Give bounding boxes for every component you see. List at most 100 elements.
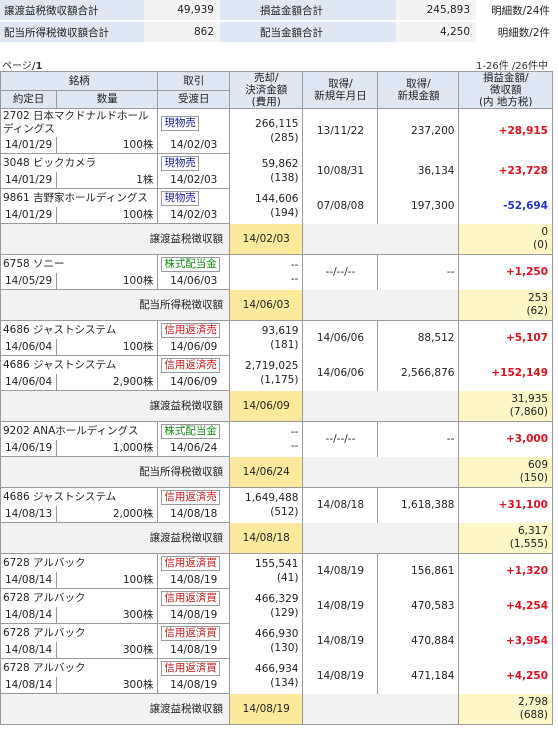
trade-row-detail: 14/08/13 2,000株 14/08/18 [0,506,553,523]
quantity: 100株 [56,137,159,154]
quantity: 1株 [56,172,159,189]
tax-local-amount: (7,860) [509,405,548,418]
tax-spacer [302,390,460,422]
quantity: 100株 [56,339,159,356]
acquired-date: 14/08/19 [302,588,379,624]
header-shutoku-amt: 取得/新規金額 [377,71,460,109]
contract-date: 14/08/14 [0,677,58,694]
trade-row-detail: 14/08/14 300株 14/08/19 [0,677,553,694]
trade-kind: 信用返済買 [161,556,220,571]
acquired-amount: -- [377,421,460,457]
acquired-date: 14/08/19 [302,658,379,694]
trade-row: 6728 アルバック 信用返済買 155,541 (41) 14/08/19 156,86… [0,553,553,589]
tax-label: 譲渡益税徴収額 [0,223,231,255]
pager-current-page: /1 [31,61,43,72]
tax-amount: 609 [527,458,548,471]
sale-amount: 466,930 [255,628,299,640]
sale-amount: 155,541 [255,558,299,571]
trade-kind-cell: 信用返済売 [157,320,231,339]
tax-spacer [302,456,460,488]
sale-fee: (129) [270,607,299,619]
sale-amount-cell: 59,862 (138) [229,153,304,189]
contract-date: 14/01/29 [0,172,58,189]
profit-loss: +3,000 [458,421,553,457]
trade-row-detail: 14/08/14 300株 14/08/19 [0,642,553,659]
sale-amount-cell: 93,619 (181) [229,320,304,356]
tax-spacer [302,693,460,725]
summary-table: 譲渡益税徴収額合計 49,939 損益金額合計 245,893 明細数/24件 … [0,0,554,44]
acquired-amount: 470,884 [377,623,460,659]
tax-date: 14/08/18 [229,522,304,554]
stock-name: 4686 ジャストシステム [0,320,159,339]
pager-range: 1-26件 /26件中 [476,61,548,72]
profit-loss: +1,250 [458,254,553,290]
tax-amount-cell: 2,798 (688) [458,693,553,725]
settlement-date: 14/08/18 [157,506,231,523]
tax-date: 14/08/19 [229,693,304,725]
trade-kind-cell: 信用返済買 [157,623,231,642]
trade-row: 4686 ジャストシステム 信用返済売 1,649,488 (512) 14/08/18… [0,487,553,523]
tax-amount: 0 [541,225,548,238]
sale-amount: 266,115 [255,118,299,131]
header-ukewatashi: 受渡日 [157,89,231,109]
sale-fee: (41) [276,572,299,585]
sale-amount-cell: -- -- [229,421,304,457]
sale-amount: 144,606 [255,193,299,205]
quantity: 100株 [56,572,159,589]
acquired-date: 13/11/22 [302,108,379,154]
tax-label: 譲渡益税徴収額 [0,693,231,725]
acquired-amount: 156,861 [377,553,460,589]
tax-amount: 2,798 [517,695,548,708]
contract-date: 14/05/29 [0,273,58,290]
tax-amount: 31,935 [511,392,548,405]
acquired-amount: 2,566,876 [377,355,460,391]
tax-local-amount: (688) [519,708,548,721]
sale-amount-cell: 144,606 (194) [229,188,304,224]
tax-spacer [302,223,460,255]
tax-amount-cell: 6,317 (1,555) [458,522,553,554]
trade-kind-cell: 現物売 [157,108,231,137]
contract-date: 14/08/14 [0,607,58,624]
sale-amount: 1,649,488 [245,492,299,505]
summary-count: 明細数/2件 [476,21,554,44]
stock-name: 6728 アルバック [0,623,159,642]
sale-amount: -- [290,259,299,272]
sale-fee: (194) [270,207,299,219]
trade-kind-cell: 信用返済買 [157,658,231,677]
acquired-amount: 470,583 [377,588,460,624]
trade-kind: 信用返済買 [161,626,220,641]
sale-amount: 466,329 [255,593,299,605]
settlement-date: 14/08/19 [157,572,231,589]
trade-kind-cell: 株式配当金 [157,421,231,440]
tax-row: 配当所得税徴収額 14/06/24 609 (150) [0,456,553,488]
sale-amount-cell: 266,115 (285) [229,108,304,154]
tax-spacer [302,522,460,554]
contract-date: 14/01/29 [0,207,58,224]
sale-amount-cell: 466,934 (134) [229,658,304,694]
header-shutoku-amt-2: 新規金額 [397,90,440,102]
contract-date: 14/08/14 [0,642,58,659]
summary-row: 譲渡益税徴収額合計 49,939 損益金額合計 245,893 明細数/24件 [0,0,554,22]
quantity: 100株 [56,207,159,224]
settlement-date: 14/06/09 [157,374,231,391]
tax-amount-cell: 609 (150) [458,456,553,488]
trade-kind-cell: 信用返済買 [157,588,231,607]
tax-spacer [302,289,460,321]
stock-name: 6728 アルバック [0,588,159,607]
trade-row: 9861 吉野家ホールディングス 現物売 144,606 (194) 07/08/08 1… [0,188,553,224]
trade-row: 6728 アルバック 信用返済買 466,934 (134) 14/08/19 471,1… [0,658,553,694]
tax-amount: 6,317 [517,524,548,537]
header-uri-3: (費用) [251,96,281,108]
header-shutoku-date-1: 取得/ [328,78,353,90]
trade-kind: 信用返済売 [161,490,220,505]
tax-local-amount: (62) [526,304,548,317]
profit-loss: +152,149 [458,355,553,391]
stock-name: 4686 ジャストシステム [0,487,159,506]
trade-row: 3048 ビックカメラ 現物売 59,862 (138) 10/08/31 36,134 +… [0,153,553,189]
dividend-row: 9202 ANAホールディングス 株式配当金 -- -- --/--/-- -- +3,00… [0,421,553,457]
sale-fee: (285) [270,132,299,145]
tax-label: 譲渡益税徴収額 [0,390,231,422]
sale-amount-cell: 466,930 (130) [229,623,304,659]
acquired-date: 10/08/31 [302,153,379,189]
tax-row: 配当所得税徴収額 14/06/03 253 (62) [0,289,553,321]
